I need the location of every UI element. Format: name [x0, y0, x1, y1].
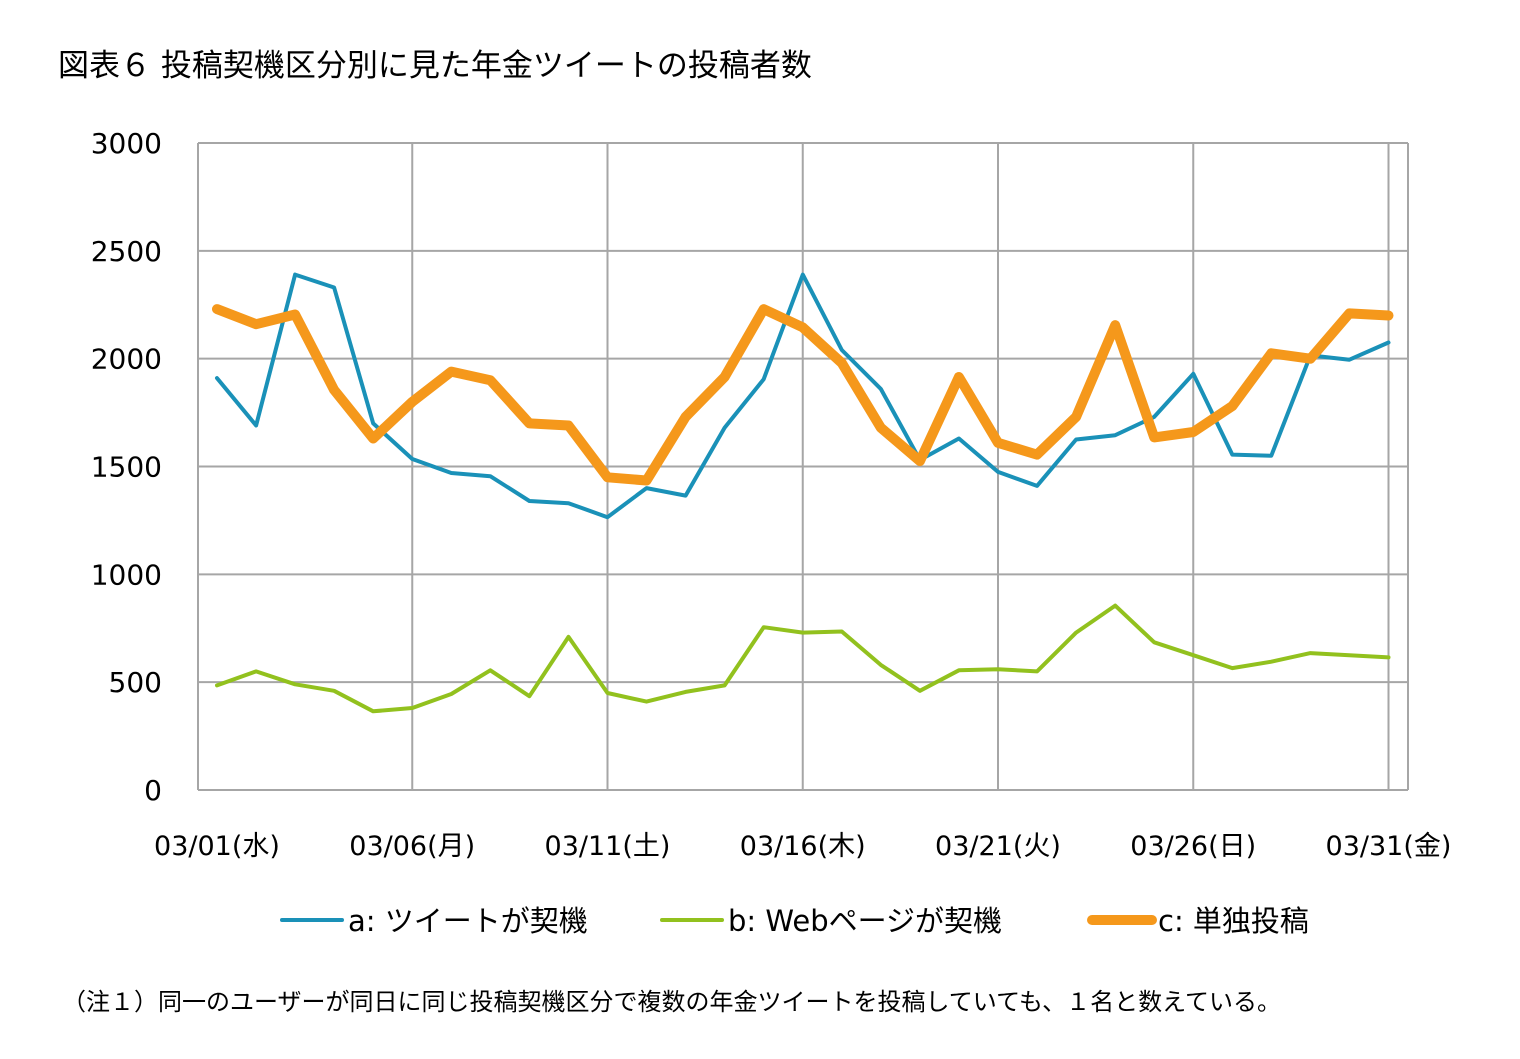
- series-a-tweet-trigger-line: [215, 272, 1391, 520]
- x-tick-label: 03/06(月): [349, 831, 475, 862]
- y-tick-label: 3000: [91, 127, 162, 160]
- x-tick-label: 03/21(火): [935, 831, 1061, 862]
- chart-title: 図表６ 投稿契機区分別に見た年金ツイートの投稿者数: [58, 48, 812, 84]
- x-tick-label: 03/31(金): [1326, 831, 1452, 862]
- y-tick-label: 2000: [91, 343, 162, 376]
- series-c-standalone-post-line: [212, 304, 1394, 486]
- legend-item-a: a: ツイートが契機: [280, 904, 588, 938]
- x-tick-label: 03/01(水): [154, 831, 280, 862]
- legend-item-b: b: Webページが契機: [660, 904, 1002, 938]
- legend-label: a: ツイートが契機: [348, 904, 588, 938]
- series-b-webpage-trigger-line: [215, 603, 1391, 714]
- y-tick-label: 1500: [91, 451, 162, 484]
- y-axis-tick-labels: 0 500 1000 1500 2000 2500 3000: [91, 127, 162, 807]
- y-tick-label: 1000: [91, 558, 162, 591]
- legend: a: ツイートが契機 b: Webページが契機 c: 単独投稿: [280, 904, 1309, 938]
- grid-lines: [197, 142, 1409, 791]
- x-tick-label: 03/26(日): [1130, 831, 1256, 862]
- legend-label: b: Webページが契機: [728, 904, 1002, 938]
- series-lines: [212, 272, 1394, 714]
- y-tick-label: 0: [144, 774, 162, 807]
- legend-label: c: 単独投稿: [1158, 904, 1309, 938]
- footnote: （注１）同一のユーザーが同日に同じ投稿契機区分で複数の年金ツイートを投稿していて…: [62, 988, 1281, 1016]
- x-axis-tick-labels: 03/01(水) 03/06(月) 03/11(土) 03/16(木) 03/21(火)…: [154, 831, 1451, 862]
- y-tick-label: 500: [109, 666, 162, 699]
- x-tick-label: 03/16(木): [740, 831, 866, 862]
- x-tick-label: 03/11(土): [545, 831, 671, 862]
- y-tick-label: 2500: [91, 235, 162, 268]
- legend-item-c: c: 単独投稿: [1087, 904, 1309, 938]
